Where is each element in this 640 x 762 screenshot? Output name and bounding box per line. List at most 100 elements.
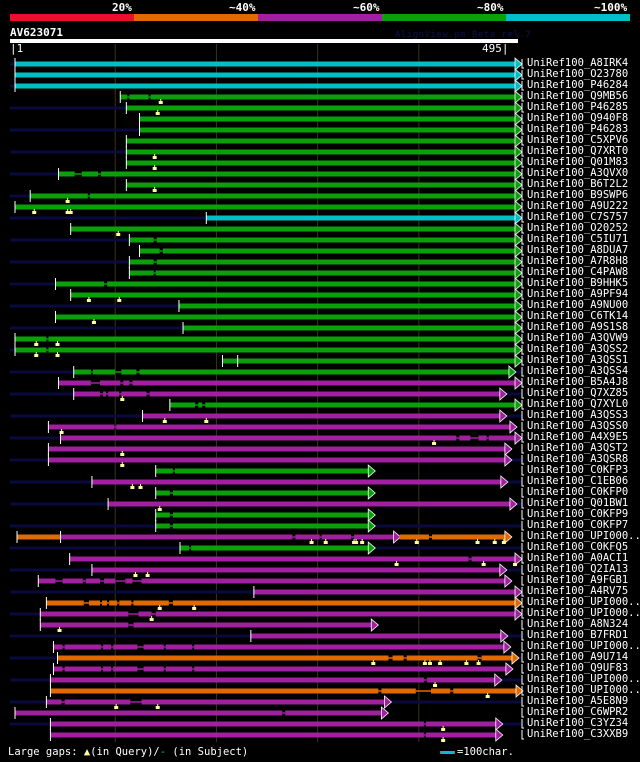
hit-label[interactable]: UniRef100_P46285 xyxy=(527,101,629,113)
query-gap-marker xyxy=(354,541,359,544)
hit-label[interactable]: UniRef100_C6TK14 xyxy=(527,310,629,322)
hit-label[interactable]: UniRef100_A9S1S8 xyxy=(527,321,629,333)
aligned-segment xyxy=(15,336,47,342)
hit-label[interactable]: UniRef100_A3QSS2 xyxy=(527,343,629,355)
hit-label[interactable]: UniRef100_UPI000.. xyxy=(527,673,640,685)
hit-label[interactable]: UniRef100_A8IRK4 xyxy=(527,57,629,69)
hit-label[interactable]: UniRef100_A4X9E5 xyxy=(527,431,629,443)
query-gap-marker xyxy=(133,574,138,577)
hit-label[interactable]: UniRef100_P46284 xyxy=(527,79,629,91)
hit-label[interactable]: UniRef100_C0KFP0 xyxy=(527,486,629,498)
hit-label[interactable]: UniRef100_A0ACI1 xyxy=(527,552,629,564)
hit-label[interactable]: UniRef100_A3QSR8 xyxy=(527,453,629,465)
hit-label[interactable]: UniRef100_Q9MB56 xyxy=(527,90,629,102)
hit-label[interactable]: UniRef100_UPI000.. xyxy=(527,684,640,696)
hit-label[interactable]: UniRef100_A9FGB1 xyxy=(527,574,629,586)
aligned-segment xyxy=(40,611,129,617)
hit-label[interactable]: UniRef100_A3QSS0 xyxy=(527,420,629,432)
hit-label[interactable]: UniRef100_A3QVX0 xyxy=(527,167,629,179)
hit-label[interactable]: UniRef100_C5IU71 xyxy=(527,233,629,245)
hit-label[interactable]: UniRef100_UPI000.. xyxy=(527,607,640,619)
hit-label[interactable]: UniRef100_C5XPV6 xyxy=(527,134,629,146)
hit-label[interactable]: UniRef100_UPI000.. xyxy=(527,530,640,542)
aligned-segment xyxy=(126,149,515,155)
unaligned-left xyxy=(10,260,130,264)
hit-label[interactable]: UniRef100_A8DUA7 xyxy=(527,244,629,256)
aligned-segment xyxy=(126,138,515,144)
hit-label[interactable]: UniRef100_B6T2L2 xyxy=(527,178,629,190)
hit-label[interactable]: UniRef100_A9U222 xyxy=(527,200,629,212)
hit-label[interactable]: UniRef100_A9PF94 xyxy=(527,288,629,300)
hit-label[interactable]: UniRef100_C0KFP9 xyxy=(527,508,629,520)
query-gap-marker xyxy=(438,662,443,665)
hit-label[interactable]: UniRef100_A7R8H8 xyxy=(527,255,629,267)
hit-label[interactable]: UniRef100_A4RV75 xyxy=(527,585,629,597)
hit-label[interactable]: UniRef100_C7S757 xyxy=(527,211,629,223)
hit-label[interactable]: UniRef100_C3YZ34 xyxy=(527,717,629,729)
hit-label[interactable]: UniRef100_A3QSS1 xyxy=(527,354,629,366)
hit-label[interactable]: UniRef100_A3QVW9 xyxy=(527,332,629,344)
hit-label[interactable]: UniRef100_Q7XRT0 xyxy=(527,145,629,157)
end-arrow-icon xyxy=(514,90,523,104)
subject-end-bracket xyxy=(521,642,524,652)
subject-end-bracket xyxy=(521,499,524,509)
hit-label[interactable]: UniRef100_C0KFP3 xyxy=(527,464,629,476)
hit-label[interactable]: UniRef100_Q2IA13 xyxy=(527,563,629,575)
hit-label[interactable]: UniRef100_B5A4J8 xyxy=(527,376,629,388)
hit-label[interactable]: UniRef100_Q940F8 xyxy=(527,112,629,124)
aligned-segment xyxy=(69,556,469,562)
unaligned-left xyxy=(10,458,49,462)
hit-label[interactable]: UniRef100_A5E8N9 xyxy=(527,695,629,707)
hit-label[interactable]: UniRef100_O23780 xyxy=(527,68,629,80)
hit-label[interactable]: UniRef100_Q7XYL0 xyxy=(527,398,629,410)
unaligned-left xyxy=(10,304,179,308)
query-gap-marker xyxy=(158,101,163,104)
unaligned-right xyxy=(368,524,522,528)
hit-label[interactable]: UniRef100_P46283 xyxy=(527,123,629,135)
hit-label[interactable]: UniRef100_B9HHK5 xyxy=(527,277,629,289)
end-arrow-icon xyxy=(514,211,523,225)
hit-label[interactable]: UniRef100_C0KFP7 xyxy=(527,519,629,531)
hit-label[interactable]: UniRef100_Q01M83 xyxy=(527,156,629,168)
unaligned-left xyxy=(10,414,143,418)
hit-label[interactable]: UniRef100_B9SWP6 xyxy=(527,189,629,201)
hit-label[interactable]: UniRef100_Q7XZ85 xyxy=(527,387,629,399)
hit-label[interactable]: UniRef100_C4PAW8 xyxy=(527,266,629,278)
hit-label[interactable]: UniRef100_UPI000.. xyxy=(527,596,640,608)
hit-label[interactable]: UniRef100_C1EB06 xyxy=(527,475,629,487)
hit-label[interactable]: UniRef100_C6WPR2 xyxy=(527,706,629,718)
unaligned-left xyxy=(10,172,59,176)
end-arrow-icon xyxy=(514,354,523,368)
hit-label[interactable]: UniRef100_B7FRD1 xyxy=(527,629,629,641)
aligned-segment xyxy=(17,534,61,540)
end-arrow-icon xyxy=(514,189,523,203)
aligned-segment xyxy=(102,600,108,606)
hit-label[interactable]: UniRef100_UPI000.. xyxy=(527,640,640,652)
aligned-segment xyxy=(425,732,496,738)
hit-label[interactable]: UniRef100_A9U714 xyxy=(527,651,629,663)
hit-label[interactable]: UniRef100_A3QSS3 xyxy=(527,409,629,421)
aligned-segment xyxy=(172,490,369,496)
unaligned-left xyxy=(10,634,251,638)
aligned-segment xyxy=(129,94,149,100)
hit-label[interactable]: UniRef100_O20252 xyxy=(527,222,629,234)
subject-end-bracket xyxy=(521,213,524,223)
hit-label[interactable]: UniRef100_C0KFQ5 xyxy=(527,541,629,553)
query-gap-marker xyxy=(155,706,160,709)
hit-label[interactable]: UniRef100_A3QST2 xyxy=(527,442,629,454)
hit-label[interactable]: UniRef100_A8N324 xyxy=(527,618,629,630)
query-gap-marker xyxy=(152,189,157,192)
end-arrow-icon xyxy=(504,442,513,456)
hit-label[interactable]: UniRef100_Q9UF83 xyxy=(527,662,629,674)
hit-label[interactable]: UniRef100_A3QSS4 xyxy=(527,365,629,377)
aligned-segment xyxy=(174,468,369,474)
aligned-segment xyxy=(139,248,160,254)
hit-label[interactable]: UniRef100_A9NU00 xyxy=(527,299,629,311)
hit-label[interactable]: UniRef100_Q01BW1 xyxy=(527,497,629,509)
subject-end-bracket xyxy=(521,675,524,685)
query-gap-marker xyxy=(323,541,328,544)
aligned-segment xyxy=(129,259,154,265)
hit-label[interactable]: UniRef100_C3XXB9 xyxy=(527,728,629,740)
subject-end-bracket xyxy=(521,301,524,311)
